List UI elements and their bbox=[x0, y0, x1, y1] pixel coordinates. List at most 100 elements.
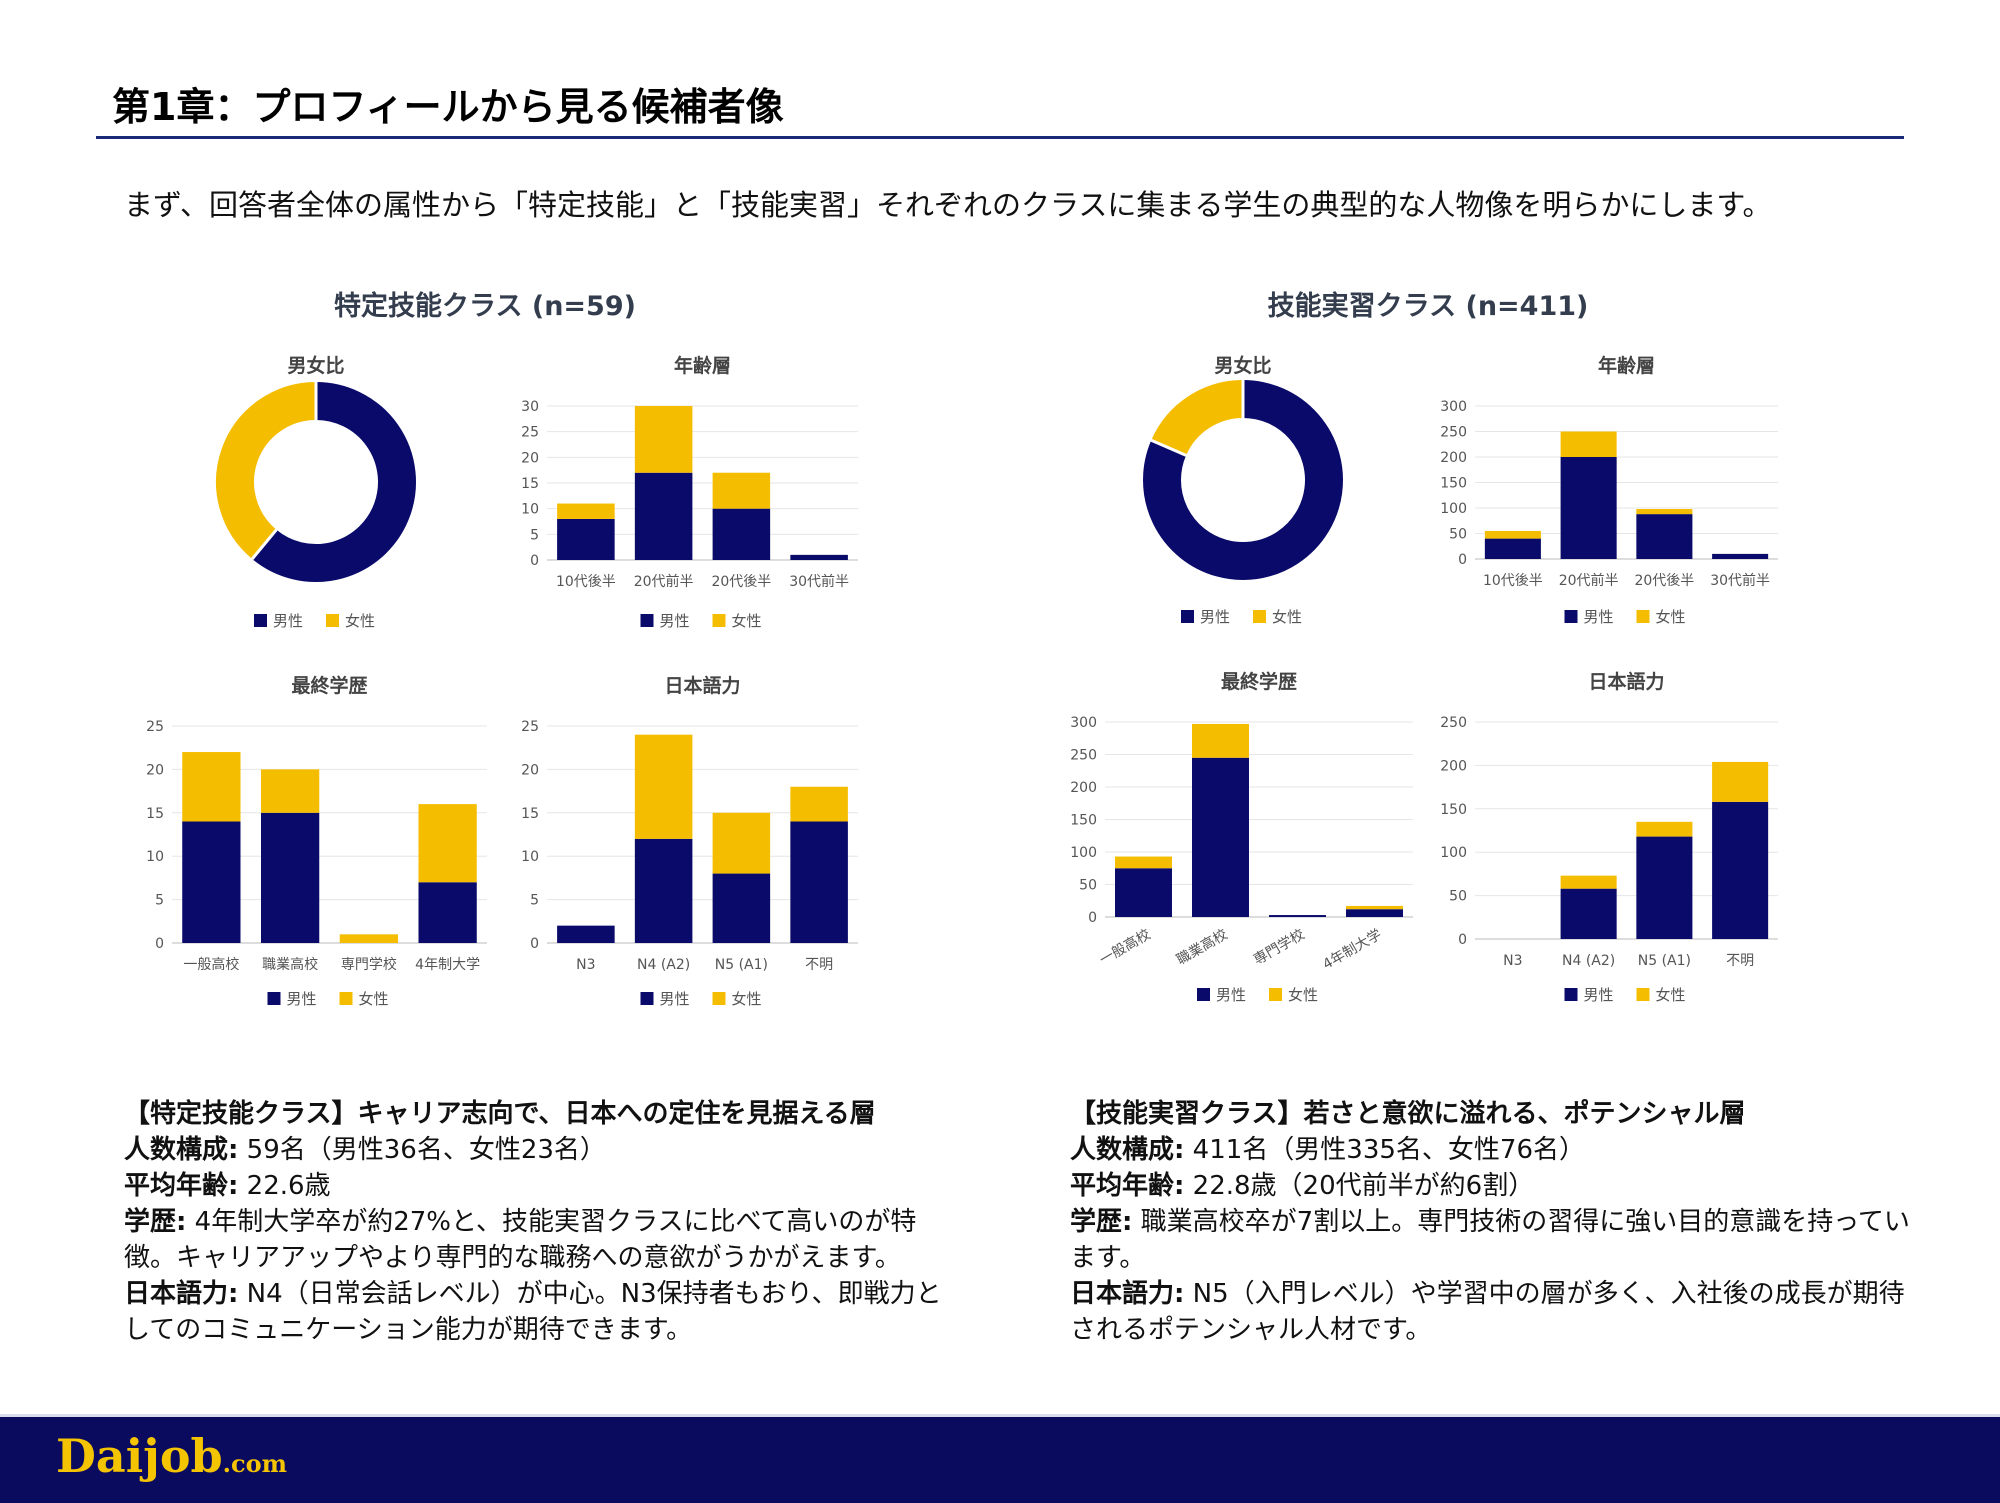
bar-segment-female bbox=[712, 812, 771, 874]
x-tick-label: 一般高校 bbox=[183, 956, 239, 973]
daijob-logo: Daijob.com bbox=[56, 1429, 287, 1483]
x-tick-label: 4年制大学 bbox=[1320, 927, 1384, 973]
footer-bar: Daijob.com bbox=[0, 1414, 2000, 1503]
bar-segment-male bbox=[1712, 553, 1769, 559]
bar-segment-male bbox=[418, 882, 477, 943]
y-tick-label: 150 bbox=[1070, 813, 1097, 829]
y-tick-label: 150 bbox=[1440, 802, 1467, 818]
y-tick-label: 100 bbox=[1070, 845, 1097, 861]
summary-value: N4（日常会話レベル）が中心。N3保持者もおり、即戦力としてのコミュニケーション… bbox=[124, 1279, 942, 1345]
legend-male-label: 男性 bbox=[660, 612, 690, 630]
bar-segment-male bbox=[712, 873, 771, 943]
legend-female-label: 女性 bbox=[1288, 986, 1318, 1004]
bar-segment-male bbox=[1484, 538, 1541, 559]
y-tick-label: 300 bbox=[1070, 715, 1097, 731]
bar-segment-female bbox=[557, 503, 615, 519]
donut-slice-female bbox=[1151, 380, 1244, 457]
chart-title: 男女比 bbox=[287, 354, 344, 377]
y-tick-label: 300 bbox=[1440, 399, 1467, 415]
summary-row-japanese: 日本語力: N5（入門レベル）や学習中の層が多く、入社後の成長が期待されるポテン… bbox=[1070, 1276, 1910, 1348]
x-tick-label: 専門学校 bbox=[1251, 926, 1308, 969]
y-tick-label: 25 bbox=[146, 719, 164, 735]
bar-segment-female bbox=[182, 752, 241, 822]
summary-value: N5（入門レベル）や学習中の層が多く、入社後の成長が期待されるポテンシャル人材で… bbox=[1070, 1279, 1905, 1345]
bar-segment-male bbox=[712, 508, 771, 560]
summary-label: 学歴: bbox=[124, 1207, 187, 1237]
bar-segment-female bbox=[1712, 761, 1769, 802]
summary-value: 22.8歳（20代前半が約6割） bbox=[1184, 1171, 1535, 1201]
summary-row-age: 平均年齢: 22.8歳（20代前半が約6割） bbox=[1070, 1168, 1910, 1204]
x-tick-label: N4 (A2) bbox=[1562, 953, 1615, 969]
x-tick-label: N3 bbox=[1503, 953, 1522, 969]
summary-heading: 【特定技能クラス】キャリア志向で、日本への定住を見据える層 bbox=[124, 1099, 876, 1129]
legend-female-swatch bbox=[1269, 988, 1282, 1001]
x-tick-label: 専門学校 bbox=[341, 956, 397, 973]
slice-separator bbox=[1150, 438, 1187, 457]
legend-male-label: 男性 bbox=[1200, 608, 1230, 626]
bar-segment-female bbox=[1636, 509, 1693, 515]
legend-male-swatch bbox=[267, 992, 281, 1005]
donut-slice-male bbox=[252, 382, 416, 582]
y-tick-label: 50 bbox=[1079, 878, 1097, 894]
x-tick-label: 不明 bbox=[805, 957, 833, 973]
legend-male-swatch bbox=[1564, 610, 1578, 623]
logo-suffix: .com bbox=[222, 1449, 288, 1478]
x-tick-label: 20代後半 bbox=[1634, 573, 1694, 589]
summary-row-count: 人数構成: 411名（男性335名、女性76名） bbox=[1070, 1132, 1910, 1168]
legend-male-swatch bbox=[640, 992, 654, 1005]
y-tick-label: 20 bbox=[521, 450, 539, 466]
x-tick-label: N4 (A2) bbox=[637, 957, 690, 973]
donut-slice-male bbox=[1143, 380, 1343, 580]
bar-segment-female bbox=[1115, 856, 1172, 869]
legend-male-label: 男性 bbox=[1216, 986, 1246, 1004]
y-tick-label: 200 bbox=[1440, 758, 1467, 774]
bar-segment-male bbox=[1636, 514, 1693, 559]
summary-label: 平均年齢: bbox=[124, 1171, 239, 1201]
y-tick-label: 10 bbox=[521, 849, 539, 865]
y-tick-label: 15 bbox=[146, 806, 164, 822]
y-tick-label: 20 bbox=[146, 762, 164, 778]
summary-row-age: 平均年齢: 22.6歳 bbox=[124, 1168, 964, 1204]
y-tick-label: 50 bbox=[1449, 527, 1467, 543]
y-tick-label: 250 bbox=[1070, 748, 1097, 764]
summary-row-count: 人数構成: 59名（男性36名、女性23名） bbox=[124, 1132, 964, 1168]
y-tick-label: 150 bbox=[1440, 476, 1467, 492]
y-tick-label: 15 bbox=[521, 806, 539, 822]
summary-value: 職業高校卒が7割以上。専門技術の習得に強い目的意識を持っています。 bbox=[1070, 1207, 1910, 1273]
summary-jisshu: 【技能実習クラス】若さと意欲に溢れる、ポテンシャル層 人数構成: 411名（男性… bbox=[1070, 1096, 1910, 1348]
y-tick-label: 250 bbox=[1440, 425, 1467, 441]
group-title-jisshu: 技能実習クラス (n=411) bbox=[1268, 290, 1589, 322]
x-tick-label: N5 (A1) bbox=[1638, 953, 1691, 969]
y-tick-label: 5 bbox=[155, 893, 164, 909]
legend-female-swatch bbox=[712, 614, 726, 627]
summary-row-japanese: 日本語力: N4（日常会話レベル）が中心。N3保持者もおり、即戦力としてのコミュ… bbox=[124, 1276, 964, 1348]
bar-segment-male bbox=[182, 821, 241, 943]
x-tick-label: 一般高校 bbox=[1097, 926, 1154, 969]
chart-title: 日本語力 bbox=[664, 674, 740, 697]
y-tick-label: 25 bbox=[521, 425, 539, 441]
legend-female-label: 女性 bbox=[732, 612, 762, 630]
legend-female-swatch bbox=[1636, 988, 1650, 1001]
summary-row-education: 学歴: 職業高校卒が7割以上。専門技術の習得に強い目的意識を持っています。 bbox=[1070, 1204, 1910, 1276]
legend-female-swatch bbox=[1253, 610, 1266, 623]
y-tick-label: 50 bbox=[1449, 889, 1467, 905]
summary-label: 学歴: bbox=[1070, 1207, 1133, 1237]
bar-segment-male bbox=[1712, 801, 1769, 939]
summary-label: 人数構成: bbox=[124, 1135, 239, 1165]
y-tick-label: 30 bbox=[521, 399, 539, 415]
bar-segment-female bbox=[1560, 431, 1617, 457]
y-tick-label: 5 bbox=[530, 527, 539, 543]
bar-segment-female bbox=[418, 804, 477, 883]
bar-segment-male bbox=[557, 925, 615, 943]
donut-slice-female bbox=[216, 382, 317, 559]
bar-segment-male bbox=[1636, 836, 1693, 939]
legend-male-swatch bbox=[640, 614, 654, 627]
intro-text: まず、回答者全体の属性から「特定技能」と「技能実習」それぞれのクラスに集まる学生… bbox=[124, 188, 1772, 222]
legend-male-label: 男性 bbox=[1584, 986, 1614, 1004]
x-tick-label: 職業高校 bbox=[1174, 926, 1231, 969]
summary-value: 22.6歳 bbox=[238, 1171, 331, 1201]
summary-label: 平均年齢: bbox=[1070, 1171, 1185, 1201]
summary-label: 日本語力: bbox=[1070, 1279, 1185, 1309]
bar-segment-male bbox=[1269, 915, 1326, 917]
bar-segment-female bbox=[634, 734, 693, 839]
